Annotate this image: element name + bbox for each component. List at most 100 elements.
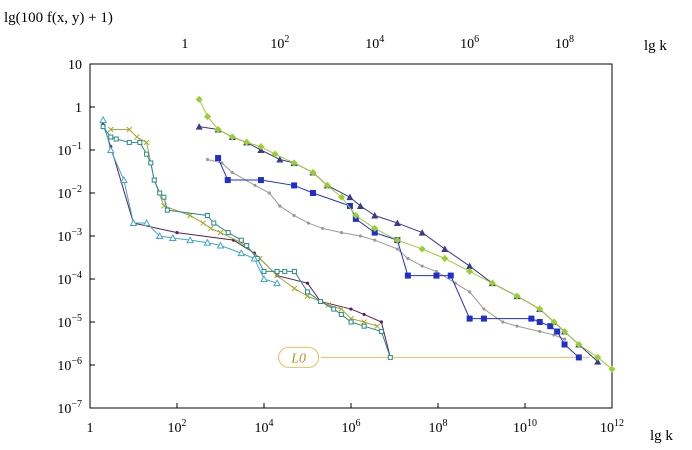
- data-point: [214, 125, 222, 133]
- data-point: [205, 157, 210, 162]
- data-point: [203, 238, 212, 246]
- data-point: [157, 190, 163, 196]
- data-point: [339, 230, 344, 235]
- data-point: [371, 224, 379, 232]
- data-point: [207, 225, 214, 232]
- data-point: [195, 95, 203, 103]
- data-point: [143, 139, 150, 146]
- data-point: [331, 306, 337, 312]
- top-x-tick-label: 108: [555, 34, 574, 52]
- data-point: [373, 238, 377, 242]
- data-point: [466, 262, 474, 270]
- series-line: [102, 123, 391, 358]
- data-point: [148, 160, 154, 166]
- top-x-tick-label: 106: [460, 34, 479, 52]
- data-point: [352, 211, 360, 219]
- x-tick-label: 106: [342, 418, 361, 436]
- series-line: [102, 126, 391, 358]
- data-point: [374, 323, 381, 330]
- data-point: [142, 219, 151, 227]
- y-tick-label: 10−3: [57, 227, 82, 245]
- data-point: [418, 229, 426, 236]
- data-point: [515, 324, 519, 328]
- data-point: [406, 256, 410, 261]
- data-point: [204, 113, 212, 121]
- data-point: [99, 115, 107, 123]
- data-point: [155, 231, 164, 239]
- top-x-tick-label: 1: [181, 37, 188, 52]
- series-layer: [99, 95, 616, 373]
- x-axis-label: lg k: [650, 428, 673, 444]
- series-line: [102, 119, 278, 284]
- series-4: [99, 115, 281, 287]
- data-point: [282, 268, 288, 274]
- data-point: [107, 126, 114, 133]
- top-x-tick-label: 104: [365, 34, 384, 52]
- data-point: [309, 168, 317, 176]
- data-point: [216, 241, 225, 249]
- data-point: [575, 354, 582, 361]
- data-point: [361, 323, 367, 329]
- data-point: [441, 254, 449, 262]
- y-tick-label: 10−6: [57, 356, 82, 374]
- y-tick-label: 10−5: [57, 313, 82, 331]
- data-point: [418, 245, 426, 253]
- plot-frame: [89, 63, 613, 409]
- data-point: [237, 249, 246, 257]
- data-point: [554, 328, 561, 335]
- data-point: [260, 274, 268, 282]
- data-point: [238, 237, 244, 243]
- data-point: [168, 233, 177, 241]
- series-3: [100, 124, 393, 360]
- data-point: [441, 245, 449, 252]
- data-point: [278, 204, 282, 208]
- data-point: [447, 272, 454, 279]
- series-1: [101, 122, 392, 360]
- data-point: [468, 290, 472, 294]
- data-point: [250, 254, 259, 262]
- x-tick-label: 108: [429, 418, 448, 436]
- data-point: [108, 134, 114, 140]
- series-line: [110, 128, 378, 327]
- data-point: [361, 319, 367, 325]
- data-point: [434, 269, 439, 274]
- data-point: [562, 337, 567, 341]
- data-point: [305, 289, 310, 295]
- data-point: [291, 268, 297, 274]
- data-point: [480, 315, 487, 322]
- data-point: [161, 194, 167, 200]
- y-tick-label: 1: [75, 101, 82, 116]
- data-point: [488, 279, 496, 287]
- data-point: [291, 285, 298, 292]
- data-point: [230, 170, 234, 175]
- data-point: [113, 136, 119, 142]
- data-point: [291, 182, 298, 189]
- data-point: [466, 315, 473, 322]
- data-point: [144, 151, 150, 157]
- data-point: [257, 143, 265, 151]
- series-line: [207, 159, 565, 340]
- data-point: [349, 307, 353, 311]
- top-x-tick-label: 102: [270, 34, 289, 52]
- data-point: [362, 312, 366, 317]
- data-point: [536, 305, 544, 313]
- data-point: [309, 190, 316, 196]
- data-point: [195, 123, 203, 130]
- data-point: [561, 341, 568, 348]
- data-point: [371, 211, 379, 219]
- data-point: [305, 281, 310, 285]
- data-point: [528, 315, 535, 322]
- data-point: [274, 272, 280, 279]
- data-point: [151, 177, 157, 183]
- data-point: [501, 320, 505, 324]
- data-point: [594, 353, 602, 361]
- top-x-axis-label: lg k: [644, 38, 667, 54]
- x-tick-label: 1010: [513, 418, 537, 436]
- data-point: [261, 268, 267, 274]
- data-point: [393, 236, 401, 244]
- data-point: [348, 319, 354, 325]
- data-point: [267, 191, 271, 195]
- data-point: [433, 272, 440, 279]
- x-tick-label: 1012: [600, 418, 624, 436]
